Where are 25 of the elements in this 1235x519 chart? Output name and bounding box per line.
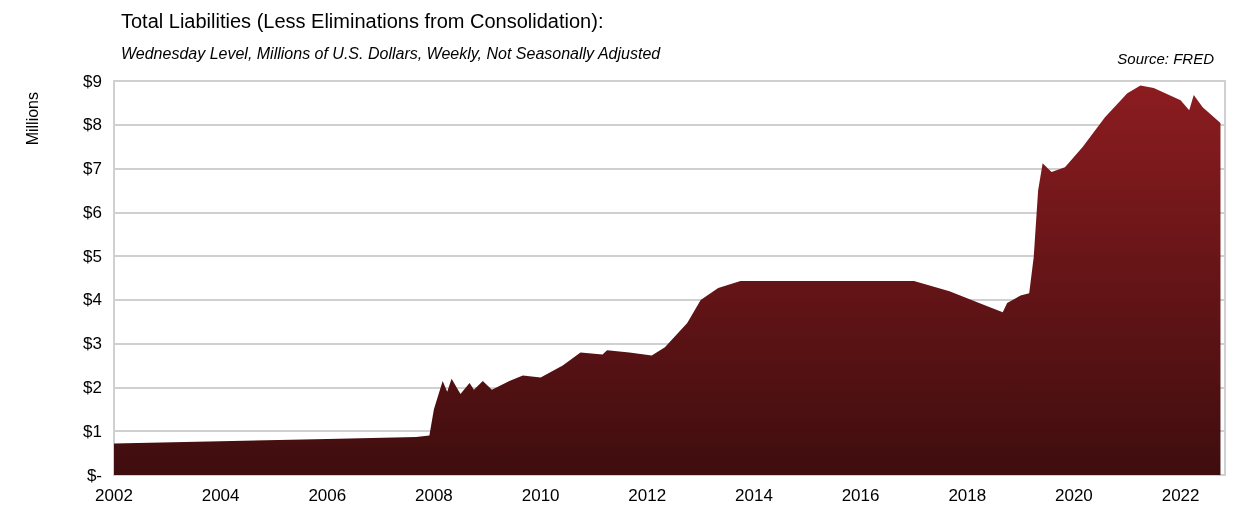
- x-tick-label: 2012: [628, 486, 667, 505]
- y-tick-label: $8: [83, 115, 102, 135]
- y-tick-label: $1: [83, 421, 102, 441]
- y-tick-label: $7: [83, 159, 102, 179]
- x-tick-label: 2008: [415, 486, 453, 505]
- y-tick-label: $3: [83, 334, 102, 354]
- x-tick-label: 2004: [201, 486, 240, 505]
- chart-subtitle: Wednesday Level, Millions of U.S. Dollars, Weekly, Not Seasonally Adjusted: [121, 44, 662, 62]
- y-tick-label: $2: [83, 377, 102, 397]
- y-tick-label: $5: [83, 246, 102, 266]
- x-tick-label: 2020: [1054, 486, 1093, 505]
- y-axis-title: Millions: [23, 92, 41, 146]
- chart-title: Total Liabilities (Less Eliminations from Consolidation):: [121, 10, 604, 32]
- x-tick-label: 2010: [521, 486, 560, 505]
- y-tick-label: $-: [86, 465, 102, 485]
- x-tick-label: 2002: [95, 486, 133, 505]
- y-tick-label: $4: [83, 290, 102, 310]
- x-tick-label: 2006: [308, 486, 347, 505]
- x-tick-label: 2014: [735, 486, 773, 505]
- x-tick-label: 2022: [1161, 486, 1200, 505]
- x-tick-label: 2016: [841, 486, 880, 505]
- y-tick-label: $6: [83, 202, 102, 222]
- y-tick-label: $9: [83, 71, 102, 91]
- x-tick-label: 2018: [948, 486, 987, 505]
- source-note: Source: FRED: [1117, 50, 1215, 67]
